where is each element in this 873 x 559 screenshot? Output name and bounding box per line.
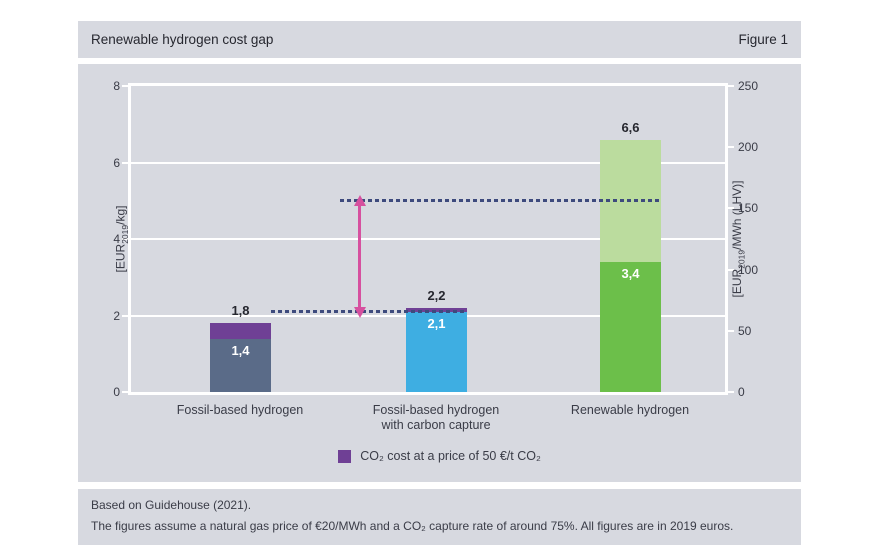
legend-label: CO₂ cost at a price of 50 €/t CO₂ <box>360 449 541 463</box>
bar-segment-value: 3,4 <box>621 266 640 281</box>
left-axis-tick-label: 8 <box>113 79 120 93</box>
category-label: Fossil-based hydrogen <box>176 403 304 417</box>
chart-panel: 8 6 4 2 0 250 200 150 100 50 0 [EUR2019/… <box>78 64 801 482</box>
bar-segment-co2 <box>210 323 271 339</box>
left-axis-tick-label: 6 <box>113 155 120 170</box>
right-axis-tick <box>728 268 734 271</box>
bar-segment: 3,4 <box>600 262 661 392</box>
source-note: Based on Guidehouse (2021). <box>91 498 252 512</box>
right-axis-tick-label: 100 <box>738 262 759 277</box>
right-axis-tick-label: 250 <box>738 79 759 93</box>
bar-total-value: 1,8 <box>231 303 250 319</box>
right-axis-tick <box>728 391 734 393</box>
bar-segment: 2,1 <box>406 311 467 392</box>
left-axis-title: [EUR2019/kg] <box>113 205 131 273</box>
gridline <box>131 238 725 240</box>
left-axis-tick <box>122 161 128 164</box>
gap-arrow <box>358 204 361 308</box>
right-axis-tick-label: 200 <box>738 140 759 155</box>
legend: CO₂ cost at a price of 50 €/t CO₂ <box>78 449 801 463</box>
right-axis-tick <box>728 85 734 87</box>
left-axis-tick-label: 2 <box>113 308 120 323</box>
bar-segment: 1,4 <box>210 338 271 392</box>
bar-total-value: 2,2 <box>427 287 446 303</box>
bar-segment-co2 <box>406 307 467 312</box>
assumptions-note: The figures assume a natural gas price o… <box>91 519 734 533</box>
legend-swatch <box>338 449 352 463</box>
figure-title: Renewable hydrogen cost gap <box>91 32 274 47</box>
left-axis-tick-label: 0 <box>113 385 120 399</box>
category-label: Renewable hydrogen <box>570 403 690 417</box>
right-axis-title: [EUR2019/MWh (LHV)] <box>729 180 747 298</box>
figure-header: Renewable hydrogen cost gap Figure 1 <box>78 21 801 58</box>
right-axis-tick <box>728 329 734 332</box>
right-axis-tick-label: 150 <box>738 201 759 216</box>
left-axis-tick <box>122 314 128 317</box>
bar-segment-value: 1,4 <box>231 342 250 358</box>
bar-renewable: 3,4 6,6 <box>600 120 661 392</box>
fossil-cost-refline <box>271 310 467 314</box>
gridline <box>131 161 725 164</box>
renewable-cost-refline <box>340 199 662 203</box>
right-axis-tick <box>728 207 734 210</box>
left-axis-tick <box>122 238 128 240</box>
bar-fossil-ccs: 2,1 2,2 <box>406 288 467 392</box>
category-label: Fossil-based hydrogen with carbon captur… <box>372 403 500 432</box>
bar-fossil: 1,4 1,8 <box>210 303 271 392</box>
left-axis-tick <box>122 391 128 393</box>
left-axis-tick-label: 4 <box>113 232 120 246</box>
right-axis-tick-label: 0 <box>738 385 745 399</box>
plot-area: 8 6 4 2 0 250 200 150 100 50 0 [EUR2019/… <box>113 79 758 399</box>
bar-segment-value: 2,1 <box>427 315 446 331</box>
left-axis-tick <box>122 85 128 87</box>
bar-total-value: 6,6 <box>621 119 640 135</box>
right-axis-tick <box>728 146 734 149</box>
right-axis-tick-label: 50 <box>738 323 752 338</box>
figure-number: Figure 1 <box>738 32 788 47</box>
figure-footer: Based on Guidehouse (2021). The figures … <box>78 489 801 545</box>
